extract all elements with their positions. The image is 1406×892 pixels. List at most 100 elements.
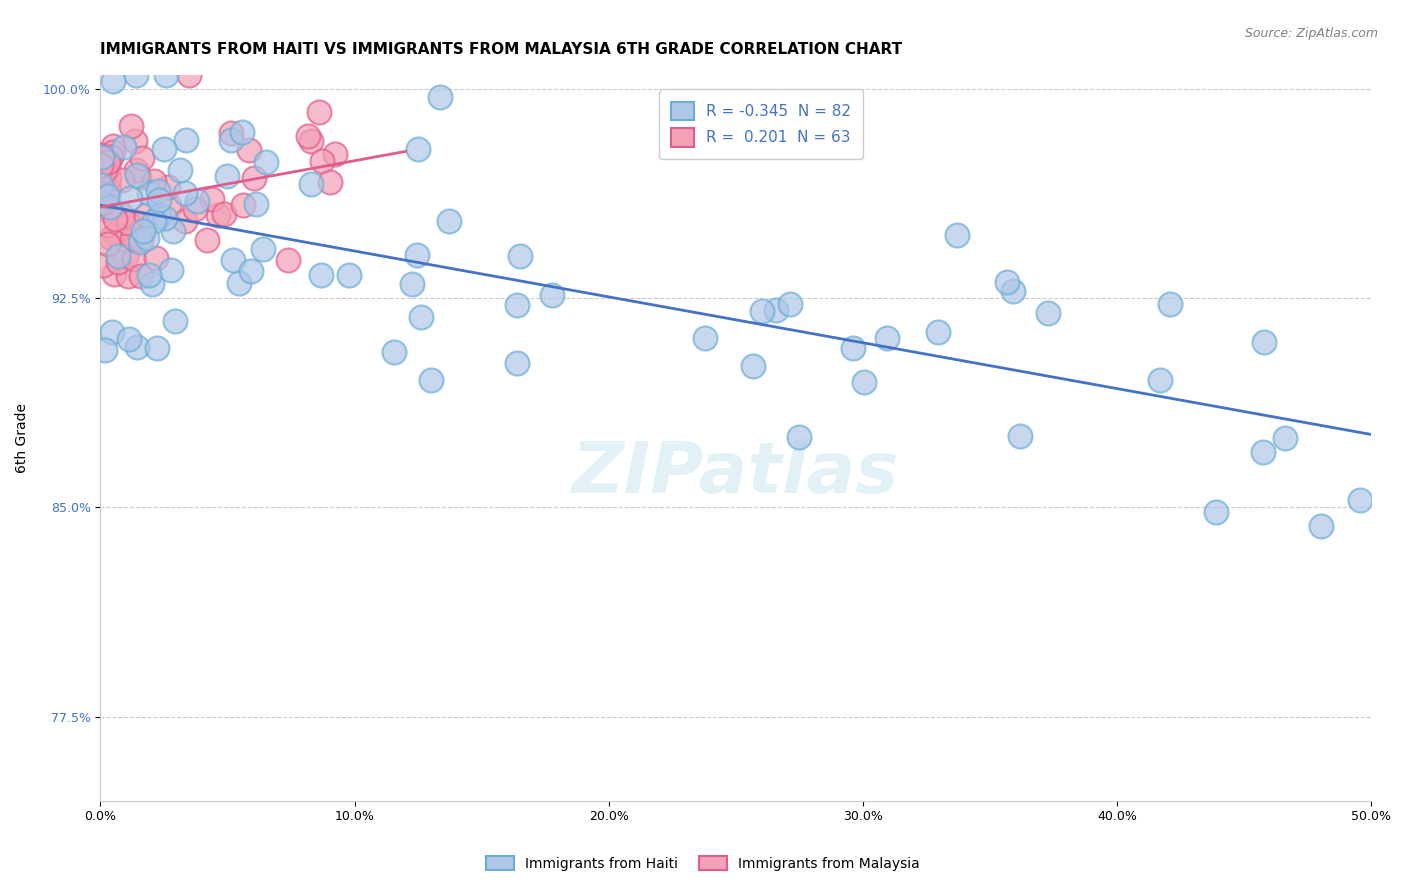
Point bbox=[177, 68, 200, 82]
Point bbox=[148, 209, 170, 223]
Point bbox=[212, 207, 235, 221]
Point bbox=[173, 213, 195, 227]
Point bbox=[506, 356, 529, 370]
Point bbox=[159, 263, 181, 277]
Point bbox=[107, 250, 129, 264]
Point bbox=[201, 192, 224, 206]
Point bbox=[995, 276, 1018, 290]
Point bbox=[146, 185, 169, 199]
Point bbox=[254, 155, 277, 169]
Point bbox=[437, 214, 460, 228]
Point bbox=[751, 303, 773, 318]
Point bbox=[183, 202, 205, 217]
Legend: R = -0.345  N = 82, R =  0.201  N = 63: R = -0.345 N = 82, R = 0.201 N = 63 bbox=[659, 89, 863, 159]
Point bbox=[429, 90, 451, 104]
Point bbox=[94, 343, 117, 357]
Point bbox=[107, 255, 129, 269]
Point bbox=[93, 194, 115, 209]
Point bbox=[155, 68, 177, 82]
Point bbox=[231, 125, 253, 139]
Point bbox=[297, 128, 319, 143]
Point bbox=[1251, 445, 1274, 459]
Point bbox=[505, 297, 527, 311]
Text: ZIPatlas: ZIPatlas bbox=[572, 440, 900, 508]
Point bbox=[541, 288, 564, 302]
Point bbox=[96, 218, 118, 232]
Point bbox=[136, 230, 159, 244]
Point bbox=[129, 233, 152, 247]
Point bbox=[117, 268, 139, 283]
Point bbox=[240, 264, 263, 278]
Point bbox=[90, 147, 112, 161]
Point bbox=[97, 188, 120, 202]
Point bbox=[319, 175, 342, 189]
Point bbox=[1348, 492, 1371, 507]
Point bbox=[104, 227, 127, 241]
Point bbox=[129, 269, 152, 284]
Point bbox=[1149, 373, 1171, 387]
Point bbox=[145, 251, 167, 265]
Point bbox=[765, 303, 787, 318]
Point bbox=[186, 194, 208, 208]
Point bbox=[117, 216, 139, 230]
Point bbox=[222, 252, 245, 267]
Point bbox=[219, 133, 242, 147]
Point bbox=[162, 223, 184, 237]
Point bbox=[232, 198, 254, 212]
Point bbox=[124, 134, 146, 148]
Point bbox=[97, 237, 120, 252]
Point bbox=[228, 277, 250, 291]
Point bbox=[509, 249, 531, 263]
Point bbox=[165, 314, 187, 328]
Point bbox=[876, 330, 898, 344]
Point bbox=[91, 150, 114, 164]
Point bbox=[100, 230, 122, 244]
Point bbox=[91, 258, 114, 272]
Point bbox=[125, 163, 148, 178]
Point bbox=[118, 332, 141, 346]
Point bbox=[419, 373, 441, 387]
Point bbox=[135, 208, 157, 222]
Point bbox=[301, 177, 323, 191]
Point bbox=[98, 200, 121, 214]
Point bbox=[153, 142, 176, 156]
Point bbox=[124, 68, 146, 82]
Point bbox=[195, 233, 218, 247]
Point bbox=[146, 341, 169, 355]
Point bbox=[125, 340, 148, 354]
Point bbox=[155, 211, 177, 225]
Point bbox=[409, 310, 432, 324]
Point bbox=[101, 145, 124, 160]
Point bbox=[787, 429, 810, 443]
Point bbox=[401, 277, 423, 291]
Point bbox=[927, 325, 949, 339]
Point bbox=[90, 178, 112, 193]
Point bbox=[100, 325, 122, 339]
Point bbox=[1159, 297, 1181, 311]
Point bbox=[141, 277, 163, 291]
Point bbox=[308, 105, 330, 120]
Point bbox=[90, 158, 112, 172]
Point bbox=[1205, 504, 1227, 518]
Point bbox=[103, 74, 125, 88]
Point bbox=[100, 150, 122, 164]
Point bbox=[245, 197, 267, 211]
Point bbox=[94, 199, 117, 213]
Point bbox=[217, 169, 239, 184]
Point bbox=[946, 227, 969, 242]
Point bbox=[91, 199, 114, 213]
Point bbox=[94, 163, 117, 178]
Point bbox=[174, 133, 197, 147]
Point bbox=[98, 170, 121, 185]
Legend: Immigrants from Haiti, Immigrants from Malaysia: Immigrants from Haiti, Immigrants from M… bbox=[481, 850, 925, 876]
Point bbox=[129, 235, 152, 249]
Point bbox=[695, 331, 717, 345]
Point bbox=[112, 140, 135, 154]
Point bbox=[98, 204, 121, 219]
Point bbox=[1036, 305, 1059, 319]
Point bbox=[309, 268, 332, 283]
Point bbox=[219, 126, 242, 140]
Point bbox=[142, 174, 165, 188]
Text: IMMIGRANTS FROM HAITI VS IMMIGRANTS FROM MALAYSIA 6TH GRADE CORRELATION CHART: IMMIGRANTS FROM HAITI VS IMMIGRANTS FROM… bbox=[100, 42, 903, 57]
Point bbox=[128, 170, 150, 185]
